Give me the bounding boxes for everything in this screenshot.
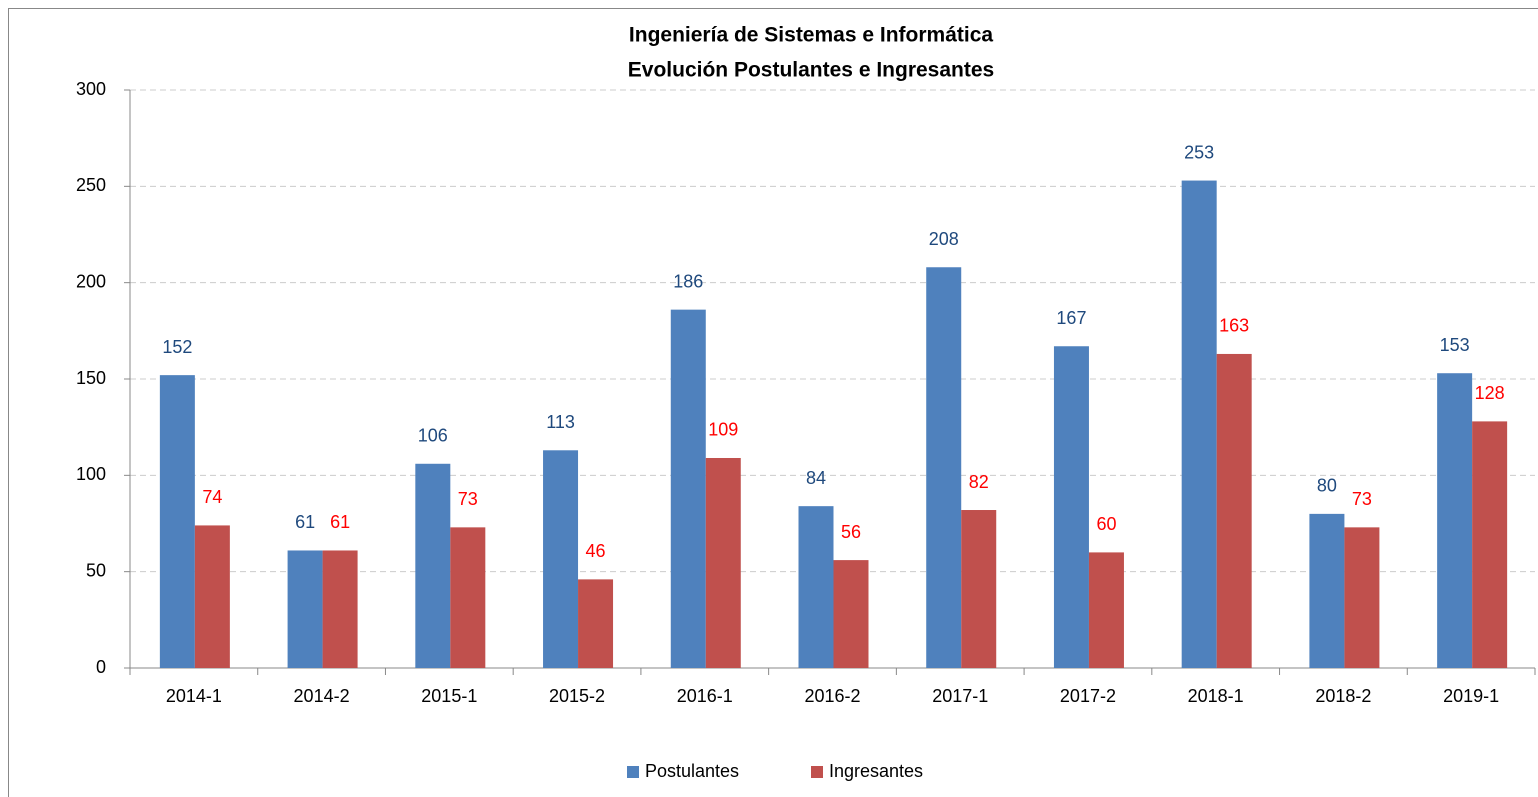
data-label: 56 (841, 522, 861, 542)
x-tick-label: 2015-1 (421, 686, 477, 706)
y-tick-label: 200 (76, 271, 106, 291)
data-label: 106 (418, 426, 448, 446)
legend-label: Postulantes (645, 761, 739, 781)
data-label: 113 (546, 412, 575, 432)
bar (926, 267, 962, 668)
data-label: 167 (1056, 308, 1086, 328)
y-tick-label: 250 (76, 175, 106, 195)
legend-swatch (811, 766, 823, 778)
bar (705, 457, 741, 668)
chart-title: Ingeniería de Sistemas e Informática (629, 24, 993, 47)
bar (287, 550, 323, 668)
y-tick-label: 150 (76, 368, 106, 388)
bar (578, 579, 614, 668)
bar (798, 506, 834, 668)
x-tick-label: 2015-2 (549, 686, 605, 706)
data-label: 60 (1096, 514, 1116, 534)
bar (1437, 373, 1473, 668)
bar (1053, 346, 1089, 668)
data-label: 128 (1475, 383, 1505, 403)
bar (1344, 527, 1380, 668)
data-label: 153 (1440, 335, 1470, 355)
data-label: 186 (673, 271, 703, 291)
x-tick-label: 2016-1 (677, 686, 733, 706)
y-tick-label: 100 (76, 464, 106, 484)
x-tick-label: 2017-2 (1060, 686, 1116, 706)
x-tick-label: 2017-1 (932, 686, 988, 706)
bar (670, 309, 706, 668)
x-tick-label: 2019-1 (1443, 686, 1499, 706)
data-label: 253 (1184, 142, 1214, 162)
data-label: 80 (1317, 476, 1337, 496)
y-tick-label: 300 (76, 79, 106, 99)
bar (961, 510, 997, 668)
bar (1181, 180, 1217, 668)
data-label: 163 (1219, 316, 1249, 336)
data-label: 82 (969, 472, 989, 492)
chart-subtitle: Evolución Postulantes e Ingresantes (628, 59, 994, 82)
legend-label: Ingresantes (829, 761, 923, 781)
bar (1088, 552, 1124, 668)
data-label: 46 (586, 541, 606, 561)
bar (1472, 421, 1508, 668)
chart-frame (8, 8, 1538, 797)
data-label: 208 (929, 229, 959, 249)
bar (415, 463, 451, 668)
y-tick-label: 50 (86, 560, 106, 580)
data-label: 84 (806, 468, 826, 488)
data-label: 73 (1352, 489, 1372, 509)
x-tick-label: 2018-2 (1315, 686, 1371, 706)
bar (322, 550, 358, 668)
bar (159, 375, 195, 668)
data-label: 73 (458, 489, 478, 509)
bar (194, 525, 230, 668)
x-tick-label: 2014-1 (166, 686, 222, 706)
bar (833, 560, 869, 668)
data-label: 61 (330, 512, 350, 532)
bar (543, 450, 579, 668)
legend-swatch (627, 766, 639, 778)
x-tick-label: 2018-1 (1188, 686, 1244, 706)
x-tick-label: 2014-2 (294, 686, 350, 706)
data-label: 152 (162, 337, 192, 357)
x-tick-label: 2016-2 (804, 686, 860, 706)
data-label: 109 (708, 420, 738, 440)
data-label: 74 (202, 487, 222, 507)
bar (1216, 353, 1252, 668)
data-label: 61 (295, 512, 315, 532)
bar (1309, 513, 1345, 668)
bar (450, 527, 486, 668)
y-tick-label: 0 (96, 657, 106, 677)
